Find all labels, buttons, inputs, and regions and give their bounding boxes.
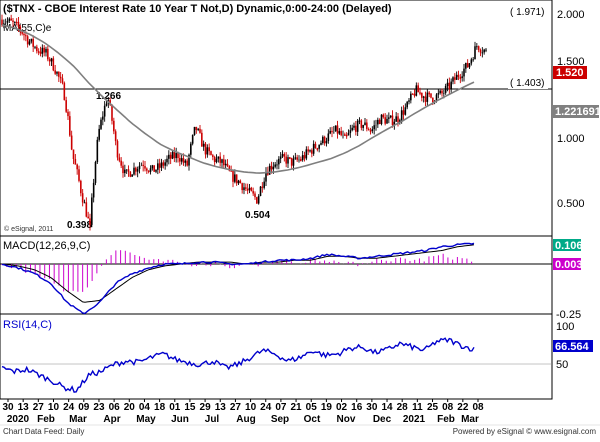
ma-tag: 1.221691 xyxy=(555,106,600,118)
rsi-tick-100: 100 xyxy=(556,321,574,333)
x-tick-label: 16 xyxy=(351,402,363,413)
x-tick-label: 10 xyxy=(245,402,257,413)
macd-tag-bg xyxy=(553,239,581,251)
rsi-tag: 66.564 xyxy=(555,341,590,353)
label-1403-box xyxy=(508,76,548,89)
rsi-tick-50: 50 xyxy=(556,359,568,371)
macd-tick-label: -0.25 xyxy=(556,309,581,321)
x-month-label: 2021 xyxy=(403,414,426,425)
x-tick-label: 23 xyxy=(93,402,105,413)
x-month-label: Mar xyxy=(69,414,87,425)
x-month-label: Nov xyxy=(337,414,356,425)
x-tick-label: 07 xyxy=(275,402,287,413)
macd-title: MACD(12,26,9,C) xyxy=(3,240,90,252)
x-month-label: Feb xyxy=(37,414,55,425)
price-title: ($TNX - CBOE Interest Rate 10 Year T Not… xyxy=(3,3,392,15)
x-tick-label: 06 xyxy=(109,402,121,413)
hist-tag-bg xyxy=(553,258,581,270)
x-tick-label: 27 xyxy=(33,402,45,413)
hist-tag: 0.003 xyxy=(555,259,583,271)
x-month-label: Apr xyxy=(103,414,120,425)
x-month-label: Sep xyxy=(271,414,289,425)
x-tick-label: 10 xyxy=(48,402,60,413)
x-tick-label: 28 xyxy=(397,402,409,413)
x-tick-label: 09 xyxy=(78,402,90,413)
rsi-pane xyxy=(0,313,553,400)
rsi-title: RSI(14,C) xyxy=(3,319,52,331)
x-tick-label: 30 xyxy=(2,402,14,413)
macd-tag: 0.106 xyxy=(555,240,583,252)
x-tick-label: 02 xyxy=(336,402,348,413)
x-tick-label: 21 xyxy=(291,402,303,413)
price-tag-bg xyxy=(553,66,587,79)
x-tick-label: 08 xyxy=(472,402,484,413)
x-month-label: Jun xyxy=(171,414,189,425)
x-month-label: Dec xyxy=(373,414,392,425)
price-tag: 1.520 xyxy=(556,67,584,79)
x-month-label: Aug xyxy=(236,414,255,425)
watermark: © eSignal, 2011 xyxy=(4,225,54,233)
x-month-label: Feb xyxy=(437,414,455,425)
ma-tag-bg xyxy=(553,105,599,118)
x-tick-label: 27 xyxy=(230,402,242,413)
signal-line xyxy=(1,244,475,303)
ma-label: MA(55,C)e xyxy=(3,23,52,34)
rsi-line xyxy=(1,337,475,393)
x-tick-label: 24 xyxy=(260,402,272,413)
annotation-1266: 1.266 xyxy=(96,91,121,102)
x-tick-label: 19 xyxy=(321,402,333,413)
x-tick-label: 20 xyxy=(124,402,136,413)
x-month-label: Oct xyxy=(304,414,321,425)
x-tick-label: 05 xyxy=(306,402,318,413)
label-1403: ( 1.403) xyxy=(510,78,544,89)
x-tick-label: 08 xyxy=(442,402,454,413)
annotation-0398: 0.398 xyxy=(67,220,92,231)
x-tick-label: 25 xyxy=(427,402,439,413)
x-month-label: Jul xyxy=(205,414,220,425)
y-tick-label-2000: 2.000 xyxy=(557,9,585,21)
x-axis: 30 13 27 10 24 09 23 06 20 04 18 01 15 29 13 27 10 24 07 21… xyxy=(2,399,484,425)
x-tick-label: 24 xyxy=(63,402,75,413)
macd-line xyxy=(1,242,475,315)
x-tick-label: 13 xyxy=(215,402,227,413)
x-tick-label: 14 xyxy=(381,402,393,413)
footer-left: Chart Data Feed: Daily xyxy=(3,427,84,436)
y-tick-label-0500: 0.500 xyxy=(557,198,585,210)
label-1971: ( 1.971) xyxy=(510,7,544,18)
x-tick-label: 11 xyxy=(412,402,423,413)
x-month-label: Mar xyxy=(461,414,479,425)
annotation-0504: 0.504 xyxy=(245,210,270,221)
rsi-tag-bg xyxy=(553,340,593,352)
x-tick-label: 04 xyxy=(139,402,151,413)
x-tick-label: 18 xyxy=(154,402,166,413)
x-tick-label: 15 xyxy=(184,402,196,413)
x-tick-label: 22 xyxy=(457,402,469,413)
label-1971-box xyxy=(508,5,548,18)
y-tick-label-1500: 1.500 xyxy=(557,56,585,68)
y-tick-label-1000: 1.000 xyxy=(557,133,585,145)
x-month-label: 2020 xyxy=(7,414,30,425)
x-tick-label: 29 xyxy=(200,402,212,413)
x-month-label: May xyxy=(136,414,156,425)
footer-right: Powered by eSignal © www.esignal.com xyxy=(453,427,597,436)
x-tick-label: 30 xyxy=(366,402,378,413)
x-tick-label: 01 xyxy=(169,402,181,413)
x-tick-label: 13 xyxy=(18,402,30,413)
ma-line xyxy=(1,23,475,174)
